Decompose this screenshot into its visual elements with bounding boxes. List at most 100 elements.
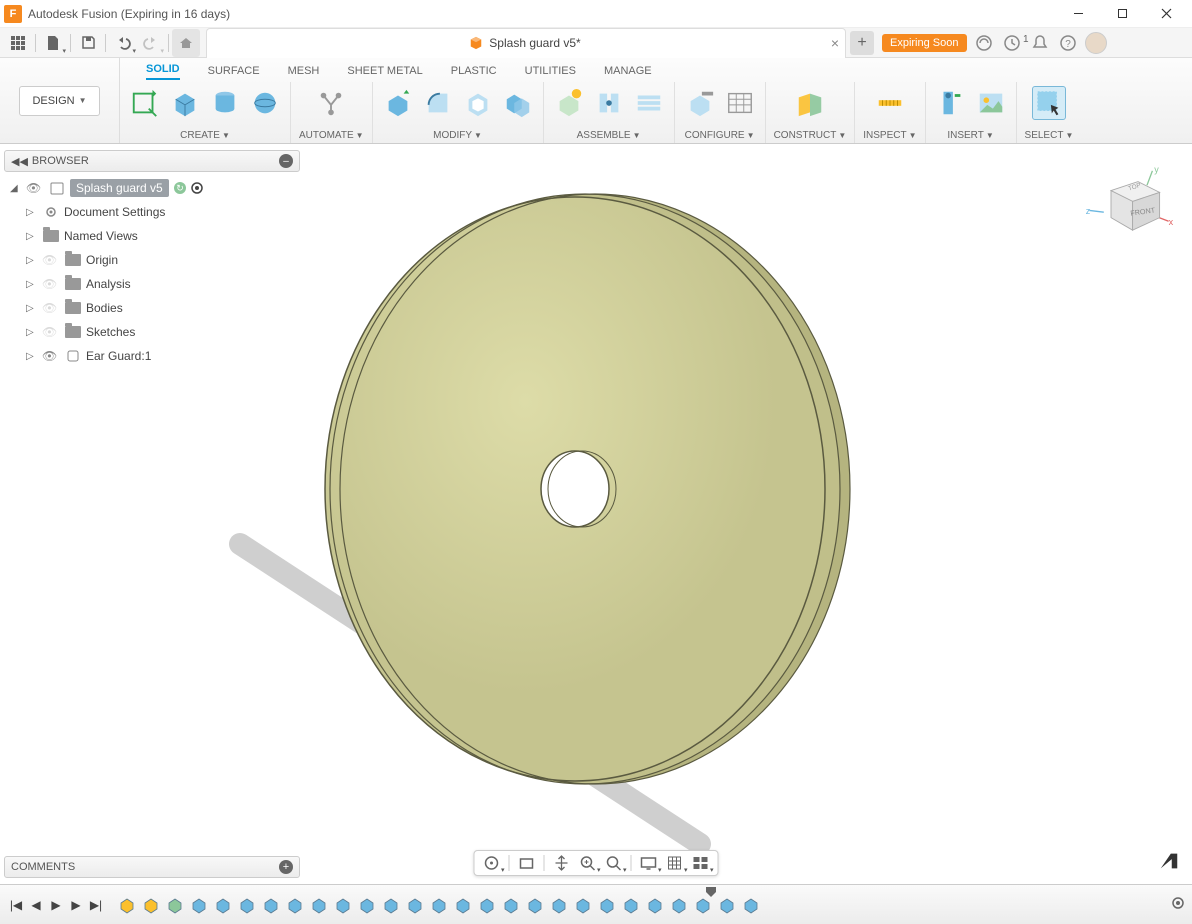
- box-icon[interactable]: [168, 86, 202, 120]
- combine-icon[interactable]: [501, 86, 535, 120]
- timeline-feature[interactable]: [188, 894, 210, 916]
- press-pull-icon[interactable]: [381, 86, 415, 120]
- tab-mesh[interactable]: MESH: [288, 65, 320, 80]
- tab-manage[interactable]: MANAGE: [604, 65, 652, 80]
- tree-root[interactable]: ◢ 👁 Splash guard v5 ↻: [6, 176, 298, 200]
- file-menu-button[interactable]: ▾: [39, 29, 67, 57]
- group-label-automate[interactable]: AUTOMATE: [299, 130, 354, 141]
- group-label-select[interactable]: SELECT: [1025, 130, 1064, 141]
- group-label-create[interactable]: CREATE: [180, 130, 220, 141]
- shell-icon[interactable]: [461, 86, 495, 120]
- plane-icon[interactable]: [793, 86, 827, 120]
- configure-icon[interactable]: [683, 86, 717, 120]
- sphere-icon[interactable]: [248, 86, 282, 120]
- tree-item[interactable]: ▷👁 Analysis: [6, 272, 298, 296]
- tree-item[interactable]: ▷👁 Ear Guard:1: [6, 344, 298, 368]
- viewport-layout-icon[interactable]: ▾: [690, 852, 712, 874]
- pan-icon[interactable]: [551, 852, 573, 874]
- component-icon[interactable]: [552, 86, 586, 120]
- visibility-icon[interactable]: 👁: [42, 325, 60, 339]
- timeline-track[interactable]: [116, 885, 1186, 924]
- visibility-icon[interactable]: 👁: [42, 253, 60, 267]
- cylinder-icon[interactable]: [208, 86, 242, 120]
- tab-plastic[interactable]: PLASTIC: [451, 65, 497, 80]
- tab-solid[interactable]: SOLID: [146, 63, 180, 80]
- timeline-marker[interactable]: [706, 887, 716, 897]
- automate-icon[interactable]: [314, 86, 348, 120]
- group-label-modify[interactable]: MODIFY: [433, 130, 472, 141]
- insert-image-icon[interactable]: [974, 86, 1008, 120]
- extensions-icon[interactable]: [973, 32, 995, 54]
- zoom-icon[interactable]: ▾: [577, 852, 599, 874]
- sketch-icon[interactable]: [128, 86, 162, 120]
- timeline-feature[interactable]: [476, 894, 498, 916]
- timeline-feature[interactable]: [428, 894, 450, 916]
- timeline-settings-button[interactable]: [1170, 895, 1186, 914]
- tab-surface[interactable]: SURFACE: [208, 65, 260, 80]
- fillet-icon[interactable]: [421, 86, 455, 120]
- timeline-feature[interactable]: [236, 894, 258, 916]
- close-tab-button[interactable]: ×: [831, 35, 839, 51]
- display-settings-icon[interactable]: ▾: [638, 852, 660, 874]
- insert-derive-icon[interactable]: [934, 86, 968, 120]
- timeline-feature[interactable]: [620, 894, 642, 916]
- timeline-end-button[interactable]: ▶|: [86, 895, 106, 915]
- fit-icon[interactable]: ▾: [603, 852, 625, 874]
- timeline-feature[interactable]: [404, 894, 426, 916]
- timeline-feature[interactable]: [164, 894, 186, 916]
- timeline-feature[interactable]: [260, 894, 282, 916]
- timeline-feature[interactable]: [380, 894, 402, 916]
- timeline-feature[interactable]: [596, 894, 618, 916]
- new-tab-button[interactable]: +: [850, 31, 874, 55]
- minimize-button[interactable]: [1056, 0, 1100, 28]
- tree-item[interactable]: ▷ Document Settings: [6, 200, 298, 224]
- tree-item[interactable]: ▷👁 Sketches: [6, 320, 298, 344]
- timeline-feature[interactable]: [548, 894, 570, 916]
- select-icon[interactable]: [1032, 86, 1066, 120]
- browser-header[interactable]: ◀◀ BROWSER –: [4, 150, 300, 172]
- group-label-insert[interactable]: INSERT: [947, 130, 984, 141]
- home-button[interactable]: [172, 29, 200, 57]
- timeline-feature[interactable]: [356, 894, 378, 916]
- close-button[interactable]: [1144, 0, 1188, 28]
- tree-item[interactable]: ▷👁 Bodies: [6, 296, 298, 320]
- group-label-configure[interactable]: CONFIGURE: [685, 130, 745, 141]
- orbit-icon[interactable]: ▾: [481, 852, 503, 874]
- tree-item[interactable]: ▷ Named Views: [6, 224, 298, 248]
- account-avatar[interactable]: [1085, 32, 1107, 54]
- timeline-feature[interactable]: [308, 894, 330, 916]
- group-label-inspect[interactable]: INSPECT: [863, 130, 906, 141]
- tab-sheet-metal[interactable]: SHEET METAL: [347, 65, 422, 80]
- timeline-prev-button[interactable]: ◀: [26, 895, 46, 915]
- undo-button[interactable]: ▾: [109, 29, 137, 57]
- grid-settings-icon[interactable]: ▾: [664, 852, 686, 874]
- document-tab[interactable]: Splash guard v5* ×: [206, 28, 846, 58]
- group-label-construct[interactable]: CONSTRUCT: [774, 130, 837, 141]
- timeline-feature[interactable]: [716, 894, 738, 916]
- joint-icon[interactable]: [592, 86, 626, 120]
- joint-origin-icon[interactable]: [632, 86, 666, 120]
- timeline-feature[interactable]: [332, 894, 354, 916]
- timeline-feature[interactable]: [116, 894, 138, 916]
- timeline-feature[interactable]: [668, 894, 690, 916]
- redo-button[interactable]: ▾: [137, 29, 165, 57]
- job-status-icon[interactable]: 1: [1001, 32, 1023, 54]
- measure-icon[interactable]: [873, 86, 907, 120]
- timeline-feature[interactable]: [740, 894, 762, 916]
- timeline-feature[interactable]: [500, 894, 522, 916]
- save-button[interactable]: [74, 29, 102, 57]
- view-cube[interactable]: y x z FRONT TOP: [1084, 160, 1174, 250]
- tab-utilities[interactable]: UTILITIES: [525, 65, 576, 80]
- visibility-icon[interactable]: 👁: [42, 349, 60, 363]
- visibility-icon[interactable]: 👁: [26, 181, 44, 195]
- comments-panel[interactable]: COMMENTS +: [4, 856, 300, 878]
- maximize-button[interactable]: [1100, 0, 1144, 28]
- visibility-icon[interactable]: 👁: [42, 277, 60, 291]
- notifications-icon[interactable]: [1029, 32, 1051, 54]
- timeline-feature[interactable]: [140, 894, 162, 916]
- add-comment-button[interactable]: +: [279, 860, 293, 874]
- timeline-feature[interactable]: [572, 894, 594, 916]
- expiring-badge[interactable]: Expiring Soon: [882, 34, 967, 52]
- timeline-feature[interactable]: [212, 894, 234, 916]
- group-label-assemble[interactable]: ASSEMBLE: [577, 130, 631, 141]
